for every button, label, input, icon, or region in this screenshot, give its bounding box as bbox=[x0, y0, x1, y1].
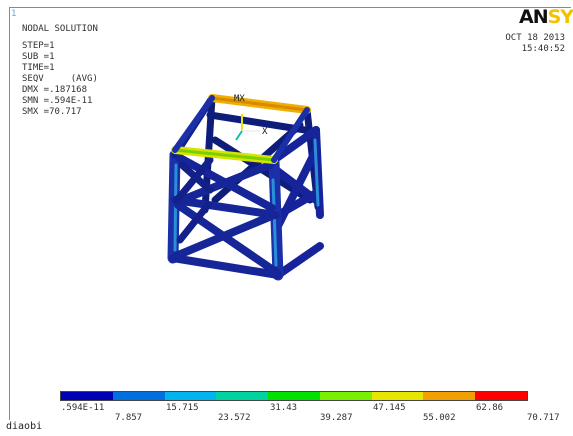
result-title: NODAL SOLUTION bbox=[22, 24, 98, 34]
result-type-label: SEQV (AVG) bbox=[22, 74, 98, 84]
legend-value: 39.287 bbox=[320, 413, 353, 423]
legend-value: 7.857 bbox=[115, 413, 143, 423]
timestamp: OCT 18 2013 15:40:52 bbox=[505, 33, 565, 55]
legend-swatch bbox=[475, 392, 528, 400]
legend-value: 55.002 bbox=[423, 413, 456, 423]
legend-swatch bbox=[216, 392, 269, 400]
legend-swatch bbox=[268, 392, 320, 400]
legend-swatch bbox=[164, 392, 217, 400]
time-label: TIME=1 bbox=[22, 63, 55, 73]
contour-legend bbox=[60, 391, 528, 401]
smx-label: SMX =70.717 bbox=[22, 107, 82, 117]
mx-label: MX bbox=[234, 94, 245, 104]
right-frame bbox=[270, 126, 324, 279]
legend-swatch bbox=[61, 392, 113, 400]
legend-value: 15.715 bbox=[166, 403, 199, 413]
window-number: 1 bbox=[11, 9, 17, 19]
legend-swatch bbox=[112, 392, 165, 400]
triad-x-label: X bbox=[262, 127, 268, 137]
legend-value: 62.86 bbox=[476, 403, 504, 413]
legend-value: 70.717 bbox=[527, 413, 560, 423]
legend-value: 47.145 bbox=[373, 403, 406, 413]
top-beams bbox=[171, 94, 311, 164]
time-label: 15:40:52 bbox=[521, 44, 565, 54]
legend-value: 31.43 bbox=[270, 403, 298, 413]
coordinate-triad bbox=[235, 114, 260, 141]
dmx-label: DMX =.187168 bbox=[22, 85, 88, 95]
legend-value: .594E-11 bbox=[61, 403, 105, 413]
step-label: STEP=1 bbox=[22, 41, 55, 51]
ansys-logo: ANSYS bbox=[519, 6, 573, 28]
legend-value: 23.572 bbox=[218, 413, 251, 423]
sub-label: SUB =1 bbox=[22, 52, 55, 62]
legend-swatch bbox=[371, 392, 424, 400]
smn-label: SMN =.594E-11 bbox=[22, 96, 93, 106]
legend-swatch bbox=[423, 392, 476, 400]
date-label: OCT 18 2013 bbox=[505, 33, 565, 43]
front-frame bbox=[169, 154, 282, 279]
viewport-border bbox=[9, 7, 571, 420]
legend-swatch bbox=[319, 392, 372, 400]
model-title: diaobi bbox=[6, 421, 43, 432]
